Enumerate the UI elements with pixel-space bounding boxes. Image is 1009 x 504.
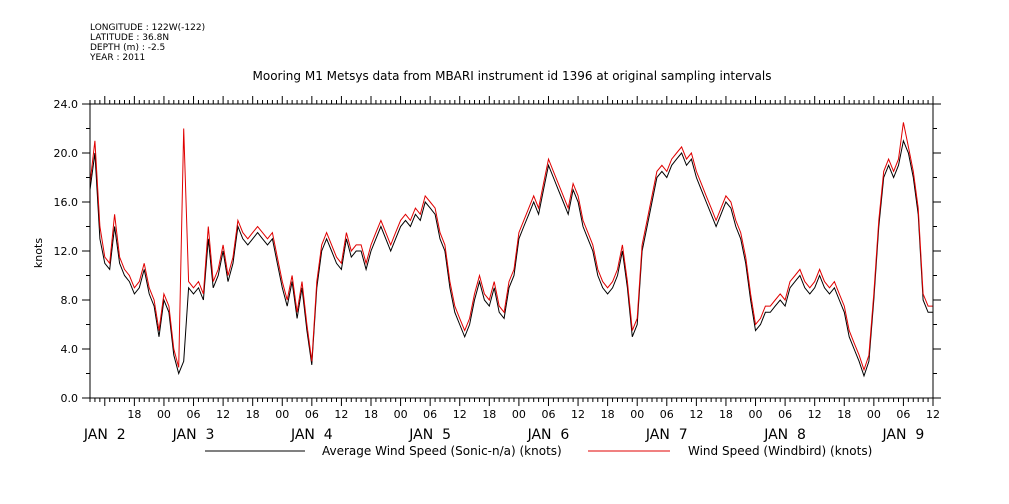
x-hour-label: 00 — [867, 408, 881, 421]
x-hour-label: 06 — [187, 408, 201, 421]
x-date-label: JAN 9 — [882, 427, 925, 443]
x-date-label: JAN 3 — [172, 427, 215, 443]
x-hour-label: 00 — [275, 408, 289, 421]
year-label: YEAR : 2011 — [89, 53, 145, 63]
x-hour-label: 12 — [453, 408, 467, 421]
x-hour-label: 12 — [334, 408, 348, 421]
plot-frame — [89, 103, 934, 399]
y-axis-label: knots — [32, 238, 45, 268]
x-hour-label: 18 — [127, 408, 141, 421]
x-hour-label: 18 — [719, 408, 733, 421]
x-hour-label: 06 — [423, 408, 437, 421]
x-date-label: JAN 5 — [408, 427, 451, 443]
chart-title: Mooring M1 Metsys data from MBARI instru… — [253, 69, 772, 83]
x-hour-label: 18 — [246, 408, 260, 421]
x-hour-label: 12 — [926, 408, 940, 421]
x-hour-label: 18 — [482, 408, 496, 421]
x-hour-label: 00 — [749, 408, 763, 421]
x-hour-label: 06 — [896, 408, 910, 421]
series-line-windbird — [89, 122, 933, 372]
y-tick-label: 12.0 — [54, 245, 79, 258]
legend-entry: Wind Speed (Windbird) (knots) — [688, 444, 872, 458]
x-hour-label: 12 — [216, 408, 230, 421]
x-hour-label: 06 — [778, 408, 792, 421]
x-hour-label: 12 — [808, 408, 822, 421]
x-date-label: JAN 2 — [83, 427, 126, 443]
legend-entry: Average Wind Speed (Sonic-n/a) (knots) — [322, 444, 562, 458]
x-hour-label: 06 — [541, 408, 555, 421]
y-tick-label: 16.0 — [54, 196, 79, 209]
x-hour-label: 06 — [305, 408, 319, 421]
x-date-label: JAN 8 — [763, 427, 806, 443]
x-date-label: JAN 7 — [645, 427, 688, 443]
legend: Average Wind Speed (Sonic-n/a) (knots) Wi… — [205, 444, 872, 458]
x-hour-label: 00 — [394, 408, 408, 421]
y-tick-label: 4.0 — [61, 343, 79, 356]
x-date-label: JAN 6 — [527, 427, 570, 443]
x-hour-label: 00 — [630, 408, 644, 421]
x-hour-label: 18 — [837, 408, 851, 421]
series-line-sonic — [89, 139, 933, 378]
metadata-header: LONGITUDE : 122W(-122) LATITUDE : 36.8N … — [89, 23, 205, 63]
y-tick-label: 20.0 — [54, 147, 79, 160]
x-hour-label: 00 — [512, 408, 526, 421]
y-tick-label: 24.0 — [54, 98, 79, 111]
x-hour-label: 06 — [660, 408, 674, 421]
y-tick-label: 8.0 — [61, 294, 79, 307]
y-tick-label: 0.0 — [61, 392, 79, 405]
x-hour-label: 12 — [571, 408, 585, 421]
series-layer — [89, 122, 933, 378]
y-axis-ticks: 0.0 4.0 8.0 12.0 16.0 20.0 24.0 — [54, 98, 941, 405]
x-hour-label: 18 — [601, 408, 615, 421]
x-axis-ticks: 18 00 06 12 18 00 06 12 18 00 06 12 18 00 06 12 18 00 06 12… — [83, 96, 940, 443]
longitude-label: LONGITUDE : 122W(-122) — [90, 23, 205, 33]
depth-label: DEPTH (m) : -2.5 — [90, 43, 165, 53]
x-hour-label: 12 — [689, 408, 703, 421]
latitude-label: LATITUDE : 36.8N — [90, 33, 169, 43]
x-hour-label: 00 — [157, 408, 171, 421]
x-hour-label: 18 — [364, 408, 378, 421]
x-date-label: JAN 4 — [290, 427, 333, 443]
